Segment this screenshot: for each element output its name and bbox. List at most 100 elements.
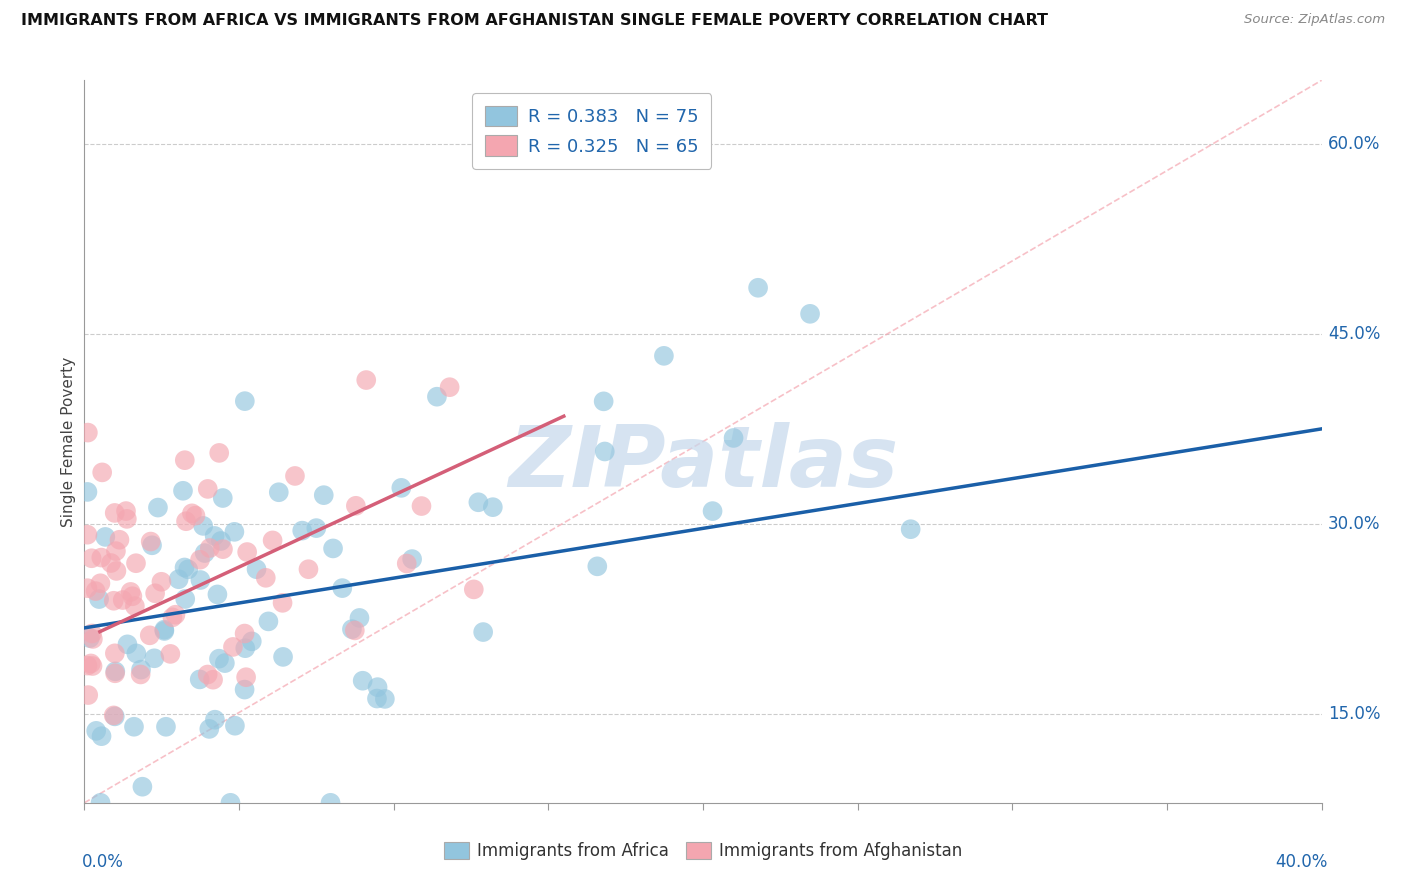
Point — [267, 485, 290, 500]
Point — [482, 500, 505, 515]
Point — [104, 646, 127, 660]
Point — [212, 542, 235, 557]
Point — [165, 607, 187, 622]
Point — [207, 587, 229, 601]
Point — [395, 557, 418, 571]
Point — [79, 631, 101, 645]
Point — [146, 500, 169, 515]
Point — [141, 538, 163, 552]
Point — [76, 484, 98, 499]
Point — [354, 373, 377, 387]
Text: 60.0%: 60.0% — [1327, 135, 1381, 153]
Point — [77, 688, 100, 702]
Point — [104, 709, 127, 723]
Point — [103, 708, 125, 723]
Point — [139, 628, 162, 642]
Point — [262, 533, 284, 548]
Point — [439, 380, 461, 394]
Point — [104, 506, 127, 520]
Point — [463, 582, 485, 597]
Point — [167, 572, 190, 586]
Point — [105, 564, 128, 578]
Point — [82, 659, 104, 673]
Point — [257, 615, 280, 629]
Point — [211, 491, 233, 505]
Point — [209, 533, 232, 548]
Point — [89, 592, 111, 607]
Point — [84, 723, 107, 738]
Point — [214, 656, 236, 670]
Point — [426, 390, 449, 404]
Point — [115, 504, 138, 518]
Point — [319, 796, 342, 810]
Text: 40.0%: 40.0% — [1275, 854, 1327, 871]
Text: IMMIGRANTS FROM AFRICA VS IMMIGRANTS FROM AFGHANISTAN SINGLE FEMALE POVERTY CORR: IMMIGRANTS FROM AFRICA VS IMMIGRANTS FRO… — [21, 13, 1047, 29]
Point — [76, 581, 98, 595]
Point — [305, 521, 328, 535]
Point — [90, 550, 112, 565]
Point — [121, 589, 143, 603]
Point — [122, 720, 145, 734]
Point — [108, 533, 131, 547]
Point — [312, 488, 335, 502]
Point — [184, 508, 207, 523]
Point — [153, 623, 176, 637]
Point — [198, 722, 221, 736]
Point — [586, 559, 609, 574]
Point — [349, 611, 371, 625]
Point — [271, 649, 294, 664]
Text: ZIPatlas: ZIPatlas — [508, 422, 898, 505]
Point — [202, 673, 225, 687]
Point — [188, 673, 211, 687]
Point — [90, 796, 112, 810]
Text: 30.0%: 30.0% — [1327, 515, 1381, 533]
Point — [254, 571, 277, 585]
Point — [224, 719, 246, 733]
Point — [104, 666, 127, 681]
Point — [367, 680, 389, 694]
Point — [115, 512, 138, 526]
Point — [159, 647, 181, 661]
Point — [240, 634, 263, 648]
Point — [89, 576, 111, 591]
Point — [197, 482, 219, 496]
Point — [173, 453, 195, 467]
Point — [174, 591, 197, 606]
Point — [103, 593, 125, 607]
Point — [340, 622, 363, 636]
Point — [125, 646, 148, 660]
Point — [84, 584, 107, 599]
Point — [401, 552, 423, 566]
Point — [374, 692, 396, 706]
Point — [366, 691, 388, 706]
Point — [592, 394, 614, 409]
Point — [723, 431, 745, 445]
Point — [593, 444, 616, 458]
Point — [702, 504, 724, 518]
Point — [197, 667, 219, 681]
Point — [472, 625, 495, 640]
Point — [747, 281, 769, 295]
Point — [117, 637, 139, 651]
Point — [177, 562, 200, 576]
Point — [799, 307, 821, 321]
Point — [153, 624, 176, 638]
Point — [124, 599, 146, 613]
Point — [80, 657, 103, 671]
Point — [90, 729, 112, 743]
Point — [174, 514, 197, 528]
Point — [181, 506, 204, 520]
Point — [80, 626, 103, 640]
Point — [233, 626, 256, 640]
Point — [162, 610, 184, 624]
Point — [100, 556, 122, 570]
Y-axis label: Single Female Poverty: Single Female Poverty — [60, 357, 76, 526]
Point — [104, 665, 127, 679]
Point — [80, 551, 103, 566]
Text: 45.0%: 45.0% — [1327, 325, 1381, 343]
Point — [344, 499, 367, 513]
Point — [76, 527, 98, 541]
Text: 15.0%: 15.0% — [1327, 705, 1381, 723]
Point — [352, 673, 374, 688]
Point — [193, 519, 215, 533]
